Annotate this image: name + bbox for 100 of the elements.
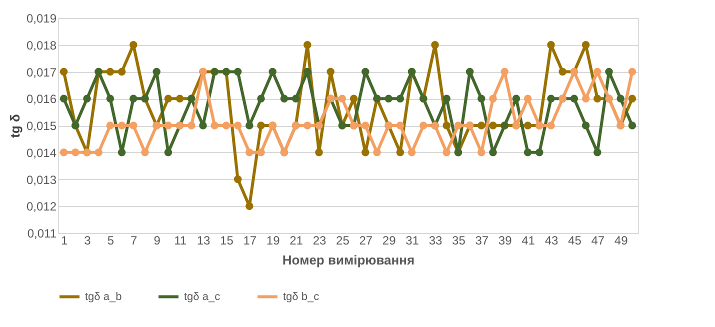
point xyxy=(280,94,288,102)
y-tick-label: 0,015 xyxy=(26,119,57,133)
point xyxy=(304,122,312,130)
point xyxy=(396,148,404,156)
point xyxy=(582,94,590,102)
x-tick-label: 31 xyxy=(406,234,420,248)
point xyxy=(326,68,334,76)
y-tick-label: 0,016 xyxy=(26,92,57,106)
x-tick-label: 15 xyxy=(220,234,234,248)
x-tick-label: 39 xyxy=(498,234,512,248)
point xyxy=(338,94,346,102)
point xyxy=(304,41,312,49)
x-tick-label: 21 xyxy=(290,234,304,248)
point xyxy=(141,148,149,156)
point xyxy=(524,122,532,130)
x-tick-label: 45 xyxy=(568,234,582,248)
point xyxy=(234,68,242,76)
point xyxy=(188,122,196,130)
point xyxy=(176,94,184,102)
point xyxy=(246,202,254,210)
point xyxy=(234,175,242,184)
y-axis-title: tg δ xyxy=(7,114,22,138)
x-tick-label: 13 xyxy=(196,234,210,248)
point xyxy=(547,122,555,130)
point xyxy=(257,94,265,102)
point xyxy=(118,148,126,156)
point xyxy=(164,122,172,130)
point xyxy=(547,41,555,49)
point xyxy=(246,148,254,156)
x-tick-label: 23 xyxy=(312,234,326,248)
point xyxy=(616,94,624,102)
point xyxy=(628,122,636,130)
point xyxy=(60,68,68,76)
y-tick-label: 0,014 xyxy=(26,146,57,160)
point xyxy=(536,148,544,156)
point xyxy=(512,94,520,102)
point xyxy=(362,122,370,130)
x-tick-label: 47 xyxy=(591,234,605,248)
point xyxy=(570,94,578,102)
point xyxy=(396,122,404,130)
x-tick-label: 43 xyxy=(544,234,558,248)
x-tick-label: 3 xyxy=(84,234,92,248)
point xyxy=(60,94,68,102)
point xyxy=(130,122,138,130)
point xyxy=(594,94,602,102)
x-tick-label: 27 xyxy=(359,234,373,248)
point xyxy=(72,148,80,156)
point xyxy=(524,148,532,156)
point xyxy=(315,148,323,156)
x-tick-label: 37 xyxy=(475,234,489,248)
point xyxy=(257,122,265,130)
point xyxy=(130,94,138,102)
legend-label: tgδ a_b xyxy=(85,290,122,303)
point xyxy=(222,122,230,130)
point xyxy=(478,122,486,130)
point xyxy=(396,94,404,102)
point xyxy=(373,148,381,156)
point xyxy=(431,41,439,49)
x-tick-label: 9 xyxy=(154,234,161,248)
y-tick-label: 0,018 xyxy=(26,38,57,52)
point xyxy=(257,148,265,156)
point xyxy=(164,94,172,102)
legend-label: tgδ a_c xyxy=(184,290,221,303)
x-tick-label: 35 xyxy=(452,234,466,248)
point xyxy=(362,148,370,156)
point xyxy=(628,94,636,102)
x-tick-label: 41 xyxy=(522,234,536,248)
point xyxy=(547,94,555,102)
point xyxy=(350,94,358,102)
point xyxy=(83,94,91,102)
point xyxy=(489,148,497,156)
x-tick-label: 1 xyxy=(60,234,68,248)
x-tick-label: 33 xyxy=(428,234,442,248)
point xyxy=(152,68,160,76)
y-tick-label: 0,017 xyxy=(26,65,57,80)
x-tick-label: 25 xyxy=(336,234,350,248)
x-axis-title: Номер вимірювання xyxy=(282,252,415,268)
point xyxy=(442,122,450,130)
point xyxy=(524,94,532,102)
point xyxy=(362,68,370,76)
point xyxy=(210,122,218,130)
x-tick-label: 7 xyxy=(130,234,138,248)
point xyxy=(489,122,497,130)
legend-label: tgδ b_c xyxy=(283,290,320,303)
point xyxy=(164,148,172,156)
point xyxy=(442,148,450,156)
x-tick-label: 17 xyxy=(243,234,257,248)
point xyxy=(582,41,590,49)
point xyxy=(454,122,462,130)
x-tick-label: 49 xyxy=(614,234,628,248)
point xyxy=(628,68,636,76)
point xyxy=(118,68,126,76)
point xyxy=(442,94,450,102)
x-tick-label: 29 xyxy=(382,234,396,248)
point xyxy=(130,41,138,49)
y-tick-label: 0,013 xyxy=(26,172,57,187)
point xyxy=(106,68,114,76)
point xyxy=(408,148,416,156)
point xyxy=(234,122,242,130)
point xyxy=(558,68,566,76)
